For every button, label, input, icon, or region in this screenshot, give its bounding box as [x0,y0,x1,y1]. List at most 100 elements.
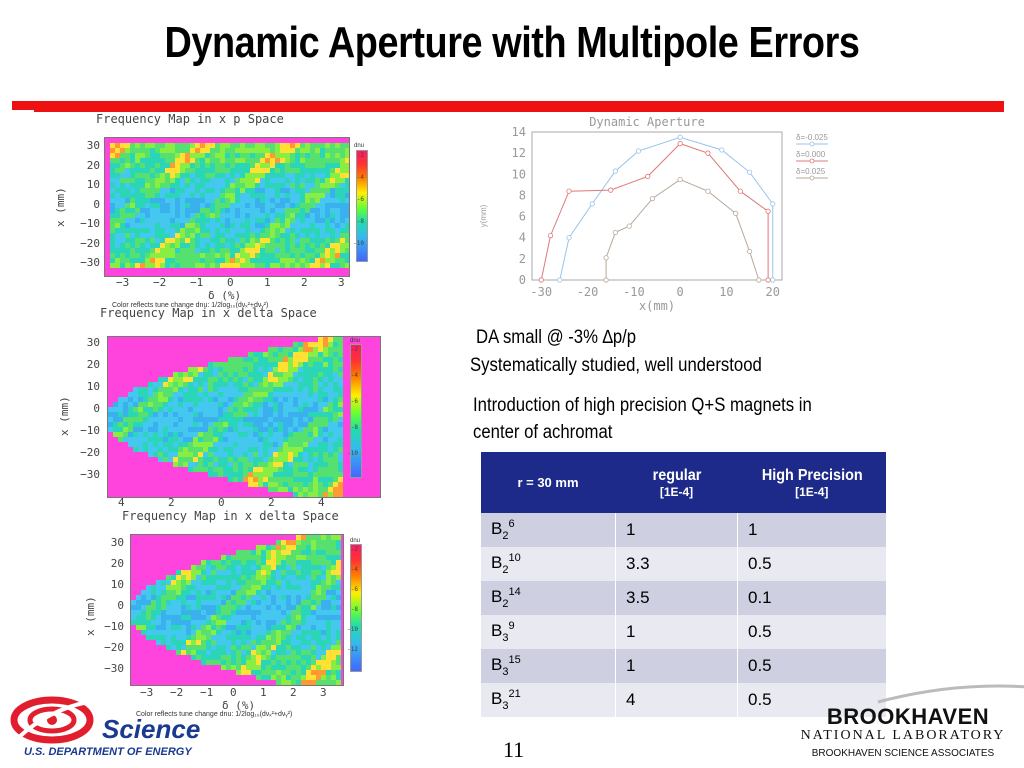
slide-title: Dynamic Aperture with Multipole Errors [164,18,860,67]
data-point [770,201,776,207]
plot-title: Frequency Map in x delta Space [122,509,339,523]
y-tick-label: 0 [117,599,124,612]
bnl-swoosh-icon [877,684,1024,704]
x-tick-label: −3 [140,686,154,699]
y-tick-label: -4 [350,566,358,573]
plot-frame [531,131,783,281]
y-tick-label: -8 [350,606,358,613]
data-point [645,173,651,180]
multipole-cell: B210 [480,547,616,581]
plot-title: Frequency Map in x p Space [96,112,284,126]
header-high-precision: High Precision [1E-4] [737,452,886,513]
data-point [649,196,655,202]
series-line [559,136,774,281]
data-point [612,229,618,236]
x-tick-label: 3 [338,276,345,289]
x-tick-label: 2 [168,496,175,509]
y-tick-label: 0 [519,273,526,287]
data-point [765,277,771,283]
x-tick-label: −2 [170,686,184,699]
y-tick-label: 20 [110,557,124,570]
header-regular-unit: [1E-4] [659,484,694,499]
regular-cell: 1 [615,649,738,683]
y-tick-label: -10 [347,450,358,457]
x-tick-label: 3 [320,686,327,699]
x-tick-label: −1 [200,686,214,699]
y-tick-label: 20 [86,158,100,172]
x-tick-label: 1 [260,686,267,699]
y-tick-label: 14 [512,125,526,139]
header-regular: regular [1E-4] [615,452,738,513]
x-tick-label: 20 [766,285,780,299]
y-tick-label: -6 [350,398,358,405]
x-tick-label: −3 [116,276,130,289]
y-tick-label: -4 [356,174,364,181]
y-tick-label: -2 [356,152,364,159]
legend-entry: δ=-0.025 [796,133,828,142]
colorbar-title: dnu [350,338,361,344]
y-tick-label: −20 [80,446,100,459]
y-tick-label: -2 [350,546,358,553]
x-tick-label: -10 [623,285,645,299]
legend-marker [809,141,815,147]
data-point [626,223,632,229]
data-point [765,208,771,214]
frequency-map-xdelta-2: Frequency Map in x delta Space x (mm) 30… [80,506,380,721]
header-high-precision-label: High Precision [761,466,863,484]
data-point [538,277,544,283]
title-underline-shadow [34,109,1004,112]
page-number: 11 [503,737,525,762]
precision-cell: 0.5 [737,649,886,683]
data-point [705,150,711,156]
heatmap [107,336,381,498]
doe-science-logo: Science U.S. DEPARTMENT OF ENERGY [8,690,218,765]
y-tick-label: 4 [519,231,526,245]
y-tick-label: 0 [93,197,100,211]
y-tick-label: -6 [350,586,358,593]
x-tick-label: 4 [318,496,325,509]
y-tick-label: 20 [86,358,100,371]
y-tick-label: 0 [93,402,100,415]
colorbar-title: dnu [354,143,365,149]
header-regular-label: regular [652,466,701,484]
y-tick-label: 2 [519,252,526,266]
table-row: B210 3.3 0.5 [480,547,886,581]
y-tick-label: -10 [353,240,364,247]
header-high-precision-unit: [1E-4] [795,484,829,499]
y-tick-label: −20 [80,236,100,250]
y-tick-label: −10 [80,217,100,230]
x-tick-label: 0 [230,686,237,699]
table-row: B214 3.5 0.1 [480,581,886,615]
science-wordmark: Science [102,714,201,744]
y-tick-label: -6 [356,196,364,203]
precision-cell: 0.5 [737,683,886,717]
precision-cell: 0.5 [737,547,886,581]
note-achromat: center of achromat [473,422,613,443]
data-point [547,233,554,239]
y-tick-label: 6 [519,210,526,224]
multipole-cell: B321 [480,683,616,717]
y-tick-label: −30 [80,256,100,269]
regular-cell: 3.3 [615,547,738,581]
colorbar [350,544,362,672]
data-point [566,235,572,241]
y-tick-label: 10 [86,380,100,393]
data-point [608,187,614,193]
x-tick-label: 2 [290,686,297,699]
x-tick-label: 10 [719,285,733,299]
regular-cell: 1 [615,615,738,649]
data-point [566,188,572,194]
x-tick-label: -20 [577,285,599,299]
frequency-map-xp: Frequency Map in x p Space x (mm) 30 20 10… [50,112,380,312]
heatmap [104,137,350,277]
y-tick-label: -8 [356,218,364,225]
heatmap-cells [105,138,349,276]
data-point [677,141,683,147]
colorbar [350,344,362,478]
y-axis-label: y(mm) [479,204,488,227]
series-line [605,179,760,281]
data-point [746,169,753,175]
data-point [557,277,563,283]
y-tick-label: −30 [80,468,100,481]
note-introduction: Introduction of high precision Q+S magne… [473,395,812,416]
